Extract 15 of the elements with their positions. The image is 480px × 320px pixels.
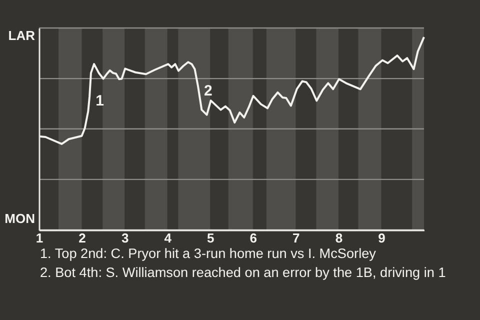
x-tick-label: 4 — [164, 230, 172, 246]
text: 2. Bot 4th: S. Williamson reached on an error by the 1B, driving in 1 — [40, 264, 446, 282]
x-tick-label: 7 — [292, 230, 300, 246]
x-tick-label: 1 — [36, 230, 44, 246]
x-tick-label: 9 — [378, 230, 386, 246]
ref-line-label: LAR — [8, 28, 36, 43]
x-tick-label: 2 — [78, 230, 86, 246]
x-tick-label: 3 — [121, 230, 129, 246]
x-tick-label: 8 — [335, 230, 343, 246]
annotation: 1 — [96, 92, 104, 110]
x-tick-label: 6 — [250, 230, 258, 246]
text: 1. Top 2nd: C. Pryor hit a 3-run home run vs I. McSorley — [40, 245, 377, 263]
x-tick-label: 5 — [206, 230, 214, 246]
ref-line-label: MON — [4, 211, 35, 226]
annotation: 2 — [204, 82, 212, 100]
